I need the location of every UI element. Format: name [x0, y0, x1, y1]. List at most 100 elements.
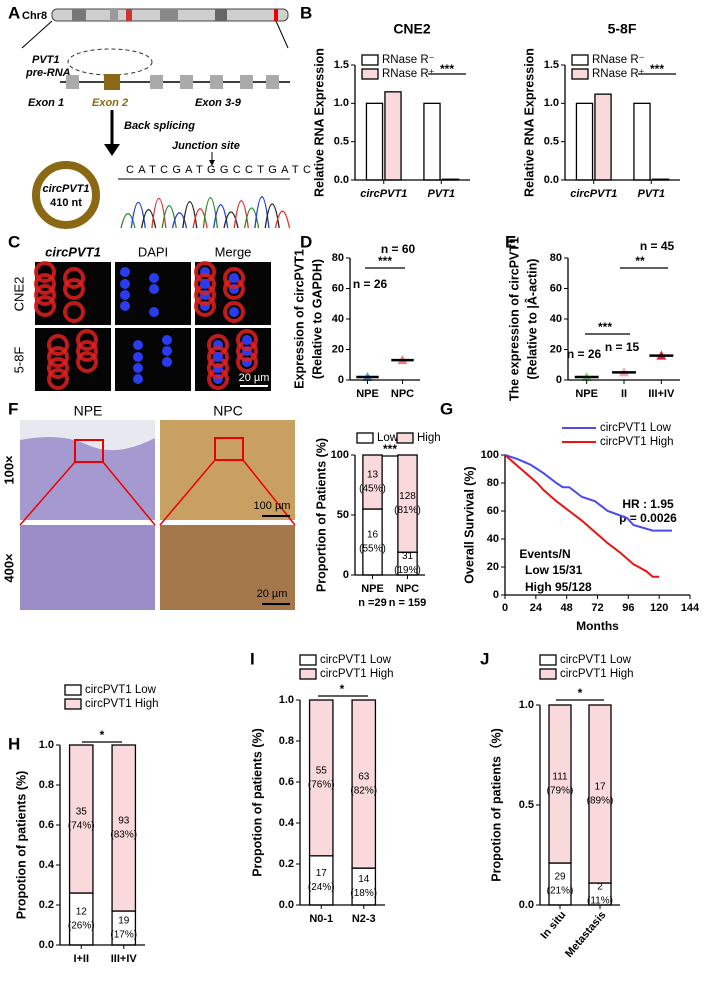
panel-c: circPVT1 DAPI Merge CNE2 5-8F 20 µm [11, 244, 271, 391]
y-tick-label: 0 [343, 569, 349, 581]
y-axis-title: Relative RNA Expression [522, 48, 536, 197]
y-axis-title: Propotion of patients (%) [14, 771, 28, 920]
x-tick-label: 120 [650, 602, 668, 614]
count-label: 17 [316, 868, 328, 879]
bar-segment [362, 508, 383, 576]
back-splicing-label: Back splicing [124, 120, 195, 132]
x-tick-label: NPC [396, 583, 419, 595]
y-tick-label: 0.0 [334, 174, 349, 186]
x-tick-label: III+IV [648, 388, 675, 400]
y-tick-label: 80 [332, 252, 344, 264]
cell [47, 357, 69, 379]
legend-label: Low [377, 432, 399, 444]
x-tick-label: PVT1 [637, 188, 665, 200]
cell [34, 295, 56, 317]
cell [207, 346, 229, 368]
count-label: 93 [118, 816, 130, 827]
nucleus [242, 335, 252, 345]
count-label: 14 [358, 874, 370, 885]
annotation: Low 15/31 [525, 563, 583, 577]
panel-a: Chr8 PVT1 pre-RNA Exon 1 Exon 2 Exon 3-9… [21, 8, 311, 229]
exon-2 [104, 74, 120, 90]
nucleus [133, 374, 143, 384]
nucleus [229, 273, 239, 283]
legend-swatch [539, 654, 557, 666]
band [215, 9, 227, 21]
annotation: n = 45 [640, 239, 675, 253]
peak [202, 196, 219, 229]
x-tick-label: 144 [681, 602, 700, 614]
category-note: n = 159 [389, 597, 427, 609]
y-tick-label: 1.0 [519, 699, 534, 711]
peak [254, 196, 270, 229]
panel-label: A [8, 3, 20, 22]
x-tick-label: NPE [356, 388, 379, 400]
exon-label: Exon 3-9 [195, 97, 242, 109]
y-axis-title: Proportion of Patients (%) [314, 438, 328, 592]
y-tick-label: 0.4 [39, 859, 55, 871]
peak [120, 212, 136, 229]
annotation: ** [635, 254, 645, 268]
nucleus [229, 307, 239, 317]
annotation: p = 0.0026 [619, 511, 677, 525]
count-label: 55 [316, 766, 328, 777]
cell [223, 267, 245, 289]
bar [384, 91, 402, 181]
locus [274, 9, 278, 21]
column-label: DAPI [138, 244, 168, 259]
y-tick-label: 0.4 [279, 817, 295, 829]
cell [34, 284, 56, 306]
junction-label: Junction site [172, 140, 240, 152]
cell [63, 301, 85, 323]
bar [365, 102, 384, 181]
legend-label: circPVT1 Low [600, 422, 672, 434]
y-axis-title: Overall Survival (%) [462, 466, 476, 583]
bar-segment [397, 454, 418, 553]
scale-label: 20 µm [239, 372, 270, 384]
y-tick-label: 0.8 [39, 779, 54, 791]
zoom-line [21, 20, 53, 49]
annotation: Events/N [519, 547, 570, 561]
pre-rna-label: PVT1 [32, 54, 60, 66]
y-tick-label: 0.5 [334, 136, 349, 148]
y-axis-title: Expression of circPVT1 [292, 249, 306, 389]
bar-segment [308, 855, 334, 906]
peak [140, 208, 157, 229]
nucleus [120, 267, 130, 277]
arrow-head [104, 144, 120, 156]
legend-label: RNase R⁺ [592, 68, 645, 80]
value-label: (19%) [394, 565, 421, 576]
legend-swatch [64, 698, 82, 710]
y-tick-label: 60 [550, 282, 562, 294]
nucleus [133, 363, 143, 373]
x-tick-label: Metastasis [563, 909, 608, 960]
cell [47, 346, 69, 368]
peak [151, 197, 167, 229]
nucleus [149, 307, 159, 317]
legend-label: circPVT1 High [320, 668, 394, 680]
y-tick-label: 40 [332, 313, 344, 325]
value-label: (83%) [110, 830, 137, 841]
y-tick-label: 80 [550, 252, 562, 264]
x-tick-label: circPVT1 [360, 188, 407, 200]
legend-swatch [396, 432, 414, 444]
count-label: 128 [399, 491, 416, 502]
nucleus [213, 352, 223, 362]
peak [264, 203, 280, 229]
annotation: *** [598, 320, 612, 334]
survival-curve [504, 454, 673, 532]
y-tick-label: 0.6 [39, 819, 54, 831]
column-label: NPC [213, 403, 243, 419]
band [160, 9, 178, 21]
annotation: *** [440, 62, 454, 76]
x-tick-label: 48 [561, 602, 573, 614]
y-tick-label: 1.0 [544, 97, 559, 109]
y-tick-label: 100 [331, 449, 349, 461]
x-tick-label: NPC [391, 388, 414, 400]
y-tick-label: 1.0 [279, 694, 294, 706]
ihc-image [20, 525, 155, 610]
zoom-line [275, 20, 289, 49]
bar-segment [111, 744, 137, 912]
annotation: *** [383, 442, 397, 456]
